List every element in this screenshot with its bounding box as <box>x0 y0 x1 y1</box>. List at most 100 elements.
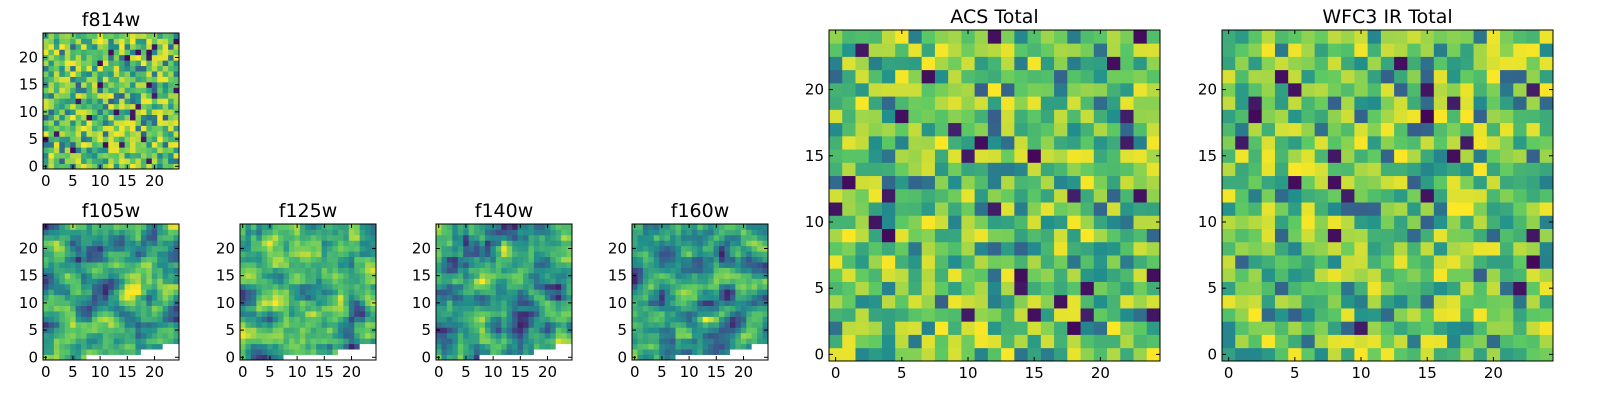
heatmap-cell <box>1027 321 1042 335</box>
heatmap-cell <box>162 332 169 339</box>
heatmap-cell <box>48 316 55 323</box>
heatmap-cell <box>452 224 459 230</box>
heatmap-cell <box>637 262 644 268</box>
heatmap-cell <box>1288 334 1302 349</box>
heatmap-cell <box>1486 308 1501 322</box>
heatmap-cell <box>539 224 546 230</box>
heatmap-cell <box>1407 122 1421 137</box>
heatmap-cell <box>135 141 142 148</box>
heatmap-cell <box>305 311 312 317</box>
heatmap-cell <box>43 283 49 290</box>
heatmap-cell <box>1014 321 1028 335</box>
heatmap-cell <box>119 251 125 258</box>
heatmap-cell <box>948 135 962 150</box>
heatmap-cell <box>359 240 366 247</box>
heatmap-cell <box>517 283 524 290</box>
heatmap-cell <box>1080 43 1095 57</box>
heatmap-cell <box>680 262 687 268</box>
heatmap-cell <box>1093 255 1108 269</box>
heatmap-cell <box>691 338 698 345</box>
heatmap-cell <box>135 152 142 159</box>
heatmap-cell <box>436 267 442 274</box>
heatmap-cell <box>948 202 962 216</box>
heatmap-cell <box>501 349 508 355</box>
heatmap-cell <box>370 294 377 301</box>
heatmap-cell <box>934 69 949 84</box>
heatmap-cell <box>267 343 274 350</box>
heatmap-cell <box>310 327 317 334</box>
heatmap-cell <box>1327 122 1342 137</box>
heatmap-cell <box>1314 96 1329 110</box>
heatmap-cell <box>173 98 180 105</box>
heatmap-cell <box>1014 228 1028 243</box>
heatmap-cell <box>702 327 709 334</box>
heatmap-cell <box>495 267 502 274</box>
heatmap-cell <box>490 229 497 236</box>
heatmap-cell <box>365 354 371 361</box>
heatmap-cell <box>1420 122 1435 137</box>
heatmap-cell <box>436 262 442 268</box>
heatmap-cell <box>686 311 693 317</box>
heatmap-cell <box>146 338 153 345</box>
heatmap-cell <box>555 289 562 296</box>
heatmap-cell <box>680 338 687 345</box>
heatmap-cell <box>1027 69 1042 84</box>
heatmap-cell <box>59 152 66 159</box>
heatmap-cell <box>162 229 169 236</box>
heatmap-cell <box>697 272 704 279</box>
heatmap-cell <box>108 152 115 159</box>
heatmap-cell <box>1500 202 1514 216</box>
heatmap-cell <box>642 278 649 285</box>
heatmap-cell <box>719 224 725 230</box>
heatmap-cell <box>670 332 676 339</box>
heatmap-cell <box>305 229 312 236</box>
heatmap-cell <box>908 162 923 177</box>
heatmap-cell <box>1288 135 1302 150</box>
heatmap-cell <box>337 267 344 274</box>
heatmap-cell <box>305 224 312 230</box>
heatmap-cell <box>1261 82 1276 97</box>
heatmap-cell <box>1001 188 1015 203</box>
heatmap-cell <box>59 147 66 154</box>
heatmap-cell <box>729 272 736 279</box>
heatmap-cell <box>457 240 464 247</box>
heatmap-cell <box>1054 82 1068 97</box>
heatmap-cell <box>1341 135 1355 150</box>
heatmap-cell <box>151 114 158 121</box>
heatmap-cell <box>97 338 104 345</box>
heatmap-cell <box>659 251 666 258</box>
heatmap-cell <box>961 347 976 362</box>
heatmap-cell <box>70 81 77 88</box>
heatmap-cell <box>1107 294 1121 309</box>
heatmap-cell <box>113 33 120 39</box>
heatmap-cell <box>256 234 263 241</box>
heatmap-cell <box>135 234 142 241</box>
heatmap-cell <box>108 294 115 301</box>
plot-title: ACS Total <box>950 6 1038 28</box>
heatmap-cell <box>648 349 655 355</box>
heatmap-cell <box>370 283 377 290</box>
heatmap-cell <box>168 343 174 350</box>
heatmap-cell <box>1027 56 1042 71</box>
heatmap-cell <box>53 65 60 72</box>
heatmap-cell <box>113 98 120 105</box>
heatmap-cell <box>1288 241 1302 256</box>
heatmap-cell <box>365 327 371 334</box>
heatmap-cell <box>1120 241 1134 256</box>
heatmap-cell <box>1367 43 1382 57</box>
heatmap-cell <box>1248 347 1263 362</box>
heatmap-cell <box>305 349 312 355</box>
heatmap-cell <box>1327 321 1342 335</box>
heatmap-cell <box>168 158 174 164</box>
heatmap-cell <box>566 332 573 339</box>
heatmap-cell <box>91 327 98 334</box>
heatmap-cell <box>75 300 82 306</box>
heatmap-cell <box>495 251 502 258</box>
heatmap-cell <box>113 234 120 241</box>
heatmap-cell <box>332 294 339 301</box>
heatmap-cell <box>1027 241 1042 256</box>
heatmap-cell <box>135 120 142 126</box>
heatmap-cell <box>332 343 339 350</box>
heatmap-cell <box>299 278 306 285</box>
heatmap-cell <box>86 141 93 148</box>
